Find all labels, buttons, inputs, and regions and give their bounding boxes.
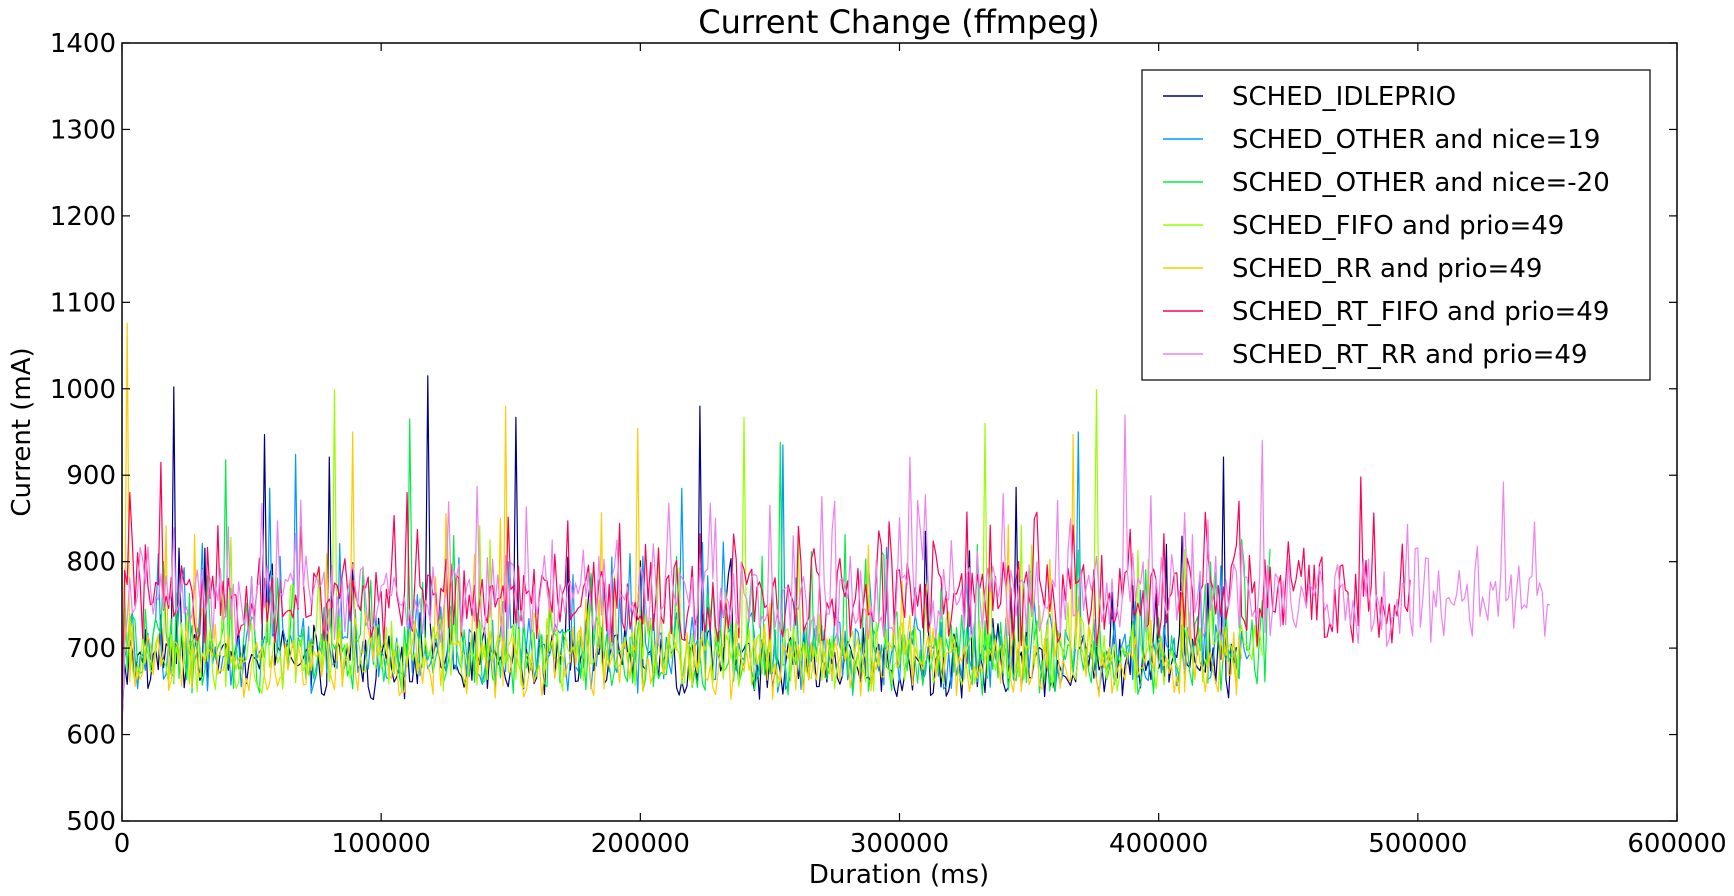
series-line	[121, 322, 1243, 705]
y-tick-label: 1100	[50, 288, 116, 318]
y-axis-label: Current (mA)	[7, 347, 37, 516]
series-line	[121, 375, 1237, 723]
series-layer	[121, 322, 1551, 735]
y-tick-label: 1300	[50, 115, 116, 145]
legend-box	[1141, 69, 1651, 381]
series-line	[121, 418, 1271, 714]
legend: SCHED_IDLEPRIO SCHED_OTHER and nice=19 SCH…	[1141, 69, 1651, 381]
series-line	[121, 461, 1411, 735]
y-axis: 500 600 700 800 900 1000 1100 1200 1300 1400	[50, 29, 1677, 837]
y-tick-label: 1400	[50, 29, 116, 59]
y-tick-label: 1200	[50, 202, 116, 232]
y-tick-label: 600	[66, 721, 116, 751]
y-tick-label: 700	[66, 634, 116, 664]
y-tick-label: 900	[66, 461, 116, 491]
legend-entry-label: SCHED_RR and prio=49	[1232, 254, 1542, 284]
x-tick-label: 600000	[1627, 829, 1726, 859]
chart-title: Current Change (ffmpeg)	[698, 3, 1100, 41]
x-axis: 0 100000 200000 300000 400000 500000 600000	[114, 43, 1727, 859]
legend-entry-label: SCHED_OTHER and nice=19	[1232, 125, 1600, 155]
series-line	[121, 414, 1551, 730]
y-tick-label: 1000	[50, 375, 116, 405]
legend-entry-label: SCHED_OTHER and nice=-20	[1232, 168, 1610, 198]
x-tick-label: 0	[114, 829, 131, 859]
y-tick-label: 800	[66, 548, 116, 578]
y-tick-label: 500	[66, 807, 116, 837]
legend-entry-label: SCHED_RT_RR and prio=49	[1232, 340, 1587, 370]
series-line	[121, 389, 1263, 709]
x-tick-label: 300000	[850, 829, 949, 859]
legend-entry-label: SCHED_IDLEPRIO	[1232, 82, 1456, 112]
x-tick-label: 400000	[1109, 829, 1208, 859]
x-tick-label: 100000	[332, 829, 431, 859]
x-axis-label: Duration (ms)	[809, 860, 989, 890]
legend-entry-label: SCHED_FIFO and prio=49	[1232, 211, 1564, 241]
x-tick-label: 500000	[1368, 829, 1467, 859]
legend-entry-label: SCHED_RT_FIFO and prio=49	[1232, 297, 1609, 327]
x-tick-label: 200000	[591, 829, 690, 859]
